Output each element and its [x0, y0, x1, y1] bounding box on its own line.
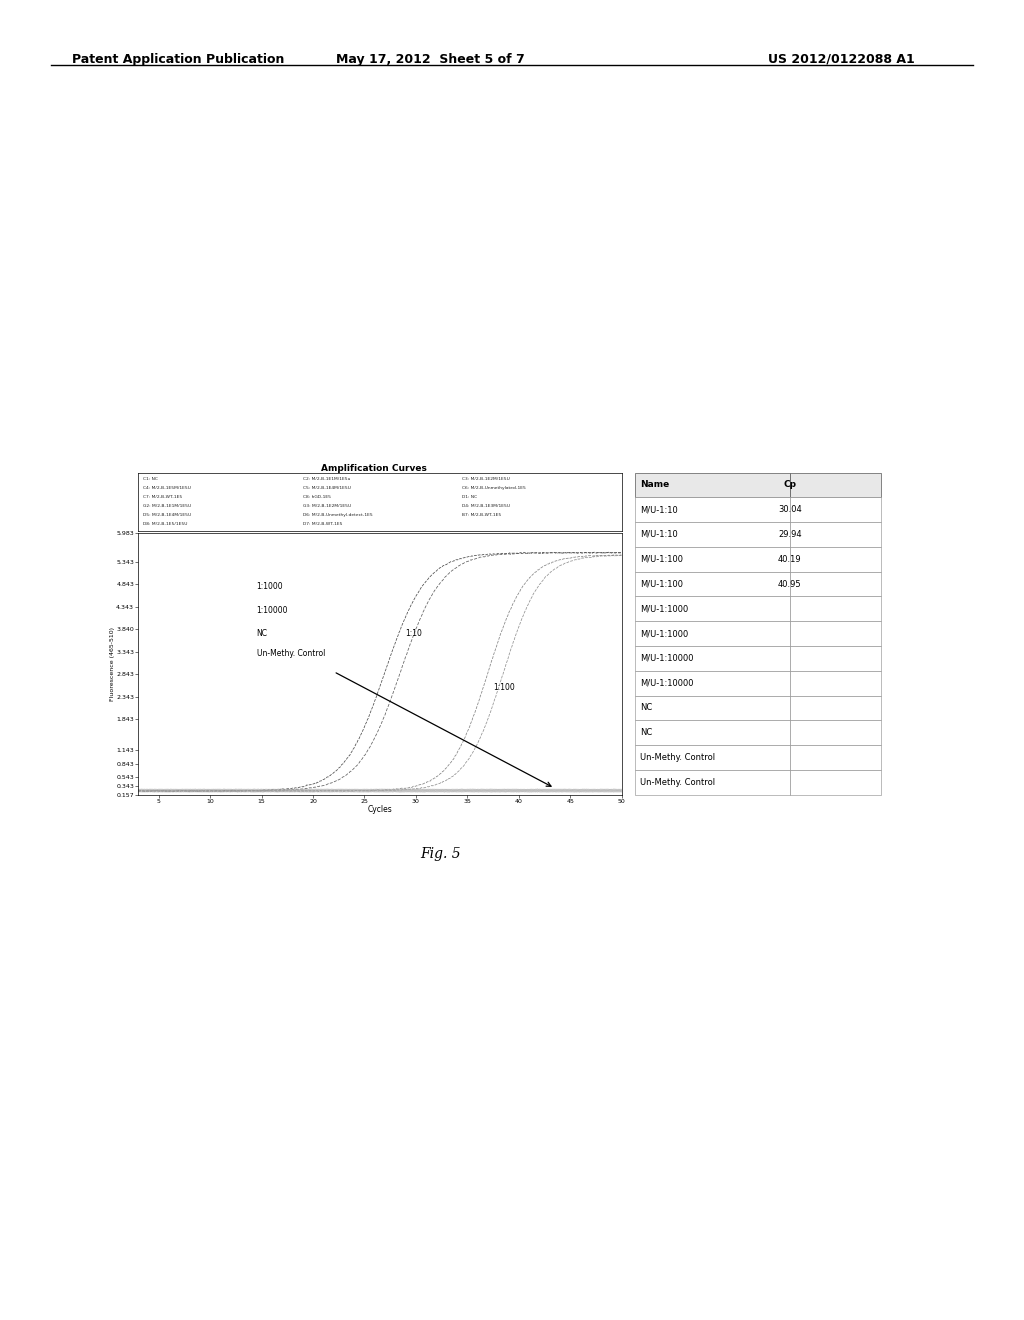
Text: B7: M/2-B-WT-1E5: B7: M/2-B-WT-1E5 — [462, 513, 502, 517]
Text: 1:100: 1:100 — [493, 682, 515, 692]
Text: Amplification Curves: Amplification Curves — [321, 463, 427, 473]
Text: NC: NC — [640, 704, 652, 713]
Text: M/U-1:10000: M/U-1:10000 — [640, 653, 693, 663]
Text: 29.94: 29.94 — [778, 531, 802, 539]
Text: C4: M/2-B-1E5M/1E5U: C4: M/2-B-1E5M/1E5U — [143, 486, 190, 490]
Text: C5: M/2-B-1E4M/1E5U: C5: M/2-B-1E4M/1E5U — [302, 486, 350, 490]
Bar — [635, 523, 790, 546]
Text: D6: M/2-B-Unmethyl.detect-1E5: D6: M/2-B-Unmethyl.detect-1E5 — [302, 513, 373, 517]
Text: Cp: Cp — [783, 480, 797, 490]
Bar — [635, 721, 790, 744]
Bar — [635, 645, 790, 671]
Text: Un-Methy. Control: Un-Methy. Control — [640, 777, 715, 787]
Bar — [790, 622, 881, 645]
Text: D5: M/2-B-1E4M/1E5U: D5: M/2-B-1E4M/1E5U — [143, 513, 191, 517]
Bar — [635, 597, 790, 622]
Bar — [790, 572, 881, 597]
Text: C6: M/2-B-Unmethylated-1E5: C6: M/2-B-Unmethylated-1E5 — [462, 486, 526, 490]
Text: D7: M/2-B-WT-1E5: D7: M/2-B-WT-1E5 — [302, 521, 342, 525]
Bar — [790, 645, 881, 671]
Text: 40.19: 40.19 — [778, 554, 802, 564]
Text: M/U-1:10: M/U-1:10 — [640, 506, 678, 515]
Text: C2: M/2-B-1E1M/1E5u: C2: M/2-B-1E1M/1E5u — [302, 478, 350, 482]
Bar — [790, 473, 881, 498]
Bar — [635, 572, 790, 597]
Text: M/U-1:100: M/U-1:100 — [640, 554, 683, 564]
Bar — [635, 671, 790, 696]
Text: M/U-1:10: M/U-1:10 — [640, 531, 678, 539]
Bar — [635, 546, 790, 572]
Text: Un-Methy. Control: Un-Methy. Control — [256, 649, 325, 657]
Bar — [790, 546, 881, 572]
Text: D1: NC: D1: NC — [462, 495, 477, 499]
Text: M/U-1:10000: M/U-1:10000 — [640, 678, 693, 688]
Text: May 17, 2012  Sheet 5 of 7: May 17, 2012 Sheet 5 of 7 — [336, 53, 524, 66]
Bar — [635, 696, 790, 721]
Text: G2: M/2-B-1E1M/1E5U: G2: M/2-B-1E1M/1E5U — [143, 504, 191, 508]
Bar — [790, 744, 881, 770]
Text: C1: NC: C1: NC — [143, 478, 158, 482]
Bar — [790, 696, 881, 721]
Text: D4: M/2-B-1E3M/1E5U: D4: M/2-B-1E3M/1E5U — [462, 504, 510, 508]
Text: 1:10000: 1:10000 — [256, 606, 288, 615]
Text: M/U-1:100: M/U-1:100 — [640, 579, 683, 589]
Bar — [635, 473, 790, 498]
Y-axis label: Fluorescence (465-510): Fluorescence (465-510) — [110, 627, 115, 701]
Text: 40.95: 40.95 — [778, 579, 802, 589]
Text: NC: NC — [640, 729, 652, 737]
Text: Name: Name — [640, 480, 669, 490]
Text: C7: M/2-B-WT-1E5: C7: M/2-B-WT-1E5 — [143, 495, 182, 499]
Bar — [790, 597, 881, 622]
Bar — [790, 671, 881, 696]
Text: C3: M/2-B-1E2M/1E5U: C3: M/2-B-1E2M/1E5U — [462, 478, 510, 482]
Text: M/U-1:1000: M/U-1:1000 — [640, 605, 688, 614]
Text: Patent Application Publication: Patent Application Publication — [72, 53, 284, 66]
Bar — [790, 770, 881, 795]
Text: 1:1000: 1:1000 — [256, 582, 283, 590]
Text: D8: M/2-B-1E5/1E5U: D8: M/2-B-1E5/1E5U — [143, 521, 187, 525]
Text: 30.04: 30.04 — [778, 506, 802, 515]
Text: NC: NC — [256, 628, 267, 638]
Text: C8: hGD-1E5: C8: hGD-1E5 — [302, 495, 331, 499]
Bar — [635, 744, 790, 770]
X-axis label: Cycles: Cycles — [368, 805, 392, 814]
Text: M/U-1:1000: M/U-1:1000 — [640, 630, 688, 638]
Bar — [790, 721, 881, 744]
Bar — [790, 523, 881, 546]
Bar — [790, 498, 881, 523]
Bar — [635, 770, 790, 795]
Text: G3: M/2-B-1E2M/1E5U: G3: M/2-B-1E2M/1E5U — [302, 504, 350, 508]
Text: US 2012/0122088 A1: US 2012/0122088 A1 — [768, 53, 914, 66]
Text: 1:10: 1:10 — [406, 628, 423, 638]
Bar — [635, 498, 790, 523]
Text: Fig. 5: Fig. 5 — [420, 847, 461, 862]
Text: Un-Methy. Control: Un-Methy. Control — [640, 752, 715, 762]
Bar — [635, 622, 790, 645]
